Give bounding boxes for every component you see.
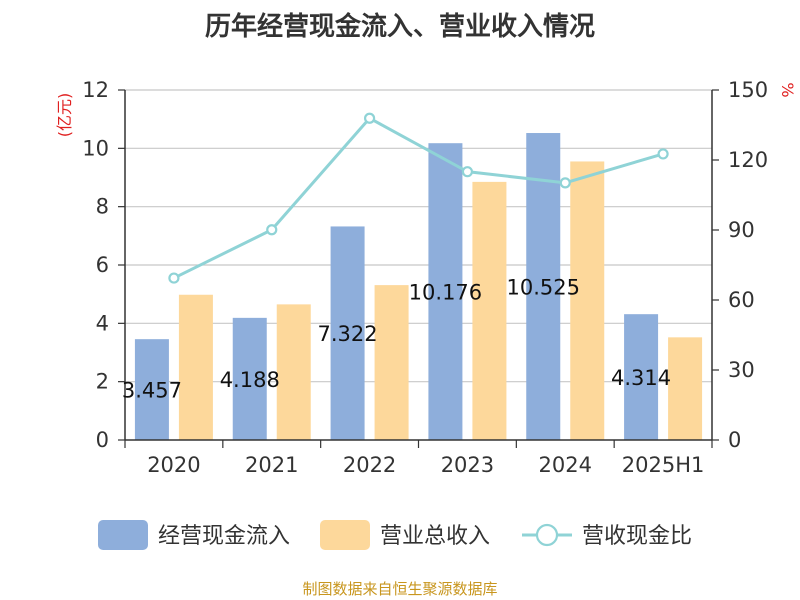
legend-swatch-cash-inflow	[98, 520, 148, 550]
left-axis-unit: (亿元)	[55, 93, 74, 138]
legend-label-revenue: 营业总收入	[380, 524, 490, 549]
bar-revenue	[668, 337, 703, 440]
bar-cash-inflow	[330, 226, 365, 440]
legend: 经营现金流入 营业总收入 营收现金比	[98, 520, 692, 550]
bar-data-label: 3.457	[122, 379, 182, 403]
left-axis-tick-label: 0	[96, 428, 109, 452]
x-axis-tick-label: 2021	[245, 453, 298, 477]
right-axis-unit: %	[778, 82, 797, 97]
bar-data-label: 10.176	[409, 281, 482, 305]
bar-data-label: 7.322	[318, 322, 378, 346]
left-axis-tick-label: 6	[96, 253, 109, 277]
bar-cash-inflow	[134, 339, 169, 440]
right-axis-tick-label: 150	[728, 78, 768, 102]
source-note: 制图数据来自恒生聚源数据库	[302, 580, 498, 598]
bar-revenue	[276, 304, 311, 440]
left-axis-tick-label: 12	[82, 78, 109, 102]
ratio-point	[266, 224, 278, 236]
ratio-point	[168, 272, 180, 284]
ratio-point	[559, 177, 571, 189]
legend-label-cash-inflow: 经营现金流入	[158, 524, 290, 549]
x-axis-tick-label: 2022	[343, 453, 396, 477]
grid-lines	[125, 89, 712, 383]
right-axis-tick-label: 30	[728, 358, 755, 382]
left-axis-tick-label: 4	[96, 311, 109, 335]
x-axis-tick-label: 2020	[147, 453, 200, 477]
ratio-point	[657, 148, 669, 160]
x-axis-tick-label: 2023	[441, 453, 494, 477]
bar-cash-inflow	[526, 133, 561, 441]
bar-data-label: 4.188	[220, 368, 280, 392]
legend-swatch-ratio-marker	[535, 523, 559, 547]
bar-cash-inflow	[428, 143, 463, 440]
bar-cash-inflow	[624, 314, 659, 440]
ratio-line	[168, 112, 669, 284]
legend-swatch-revenue	[320, 520, 370, 550]
bar-labels: 3.457 4.188 7.322 10.176 10.525 4.314	[122, 276, 671, 403]
bar-revenue	[472, 181, 507, 440]
chart-title: 历年经营现金流入、营业收入情况	[204, 12, 595, 42]
right-axis-tick-label: 0	[728, 428, 741, 452]
bar-data-label: 10.525	[507, 276, 580, 300]
right-axis-tick-label: 60	[728, 288, 755, 312]
left-axis-tick-label: 10	[82, 136, 109, 160]
bar-cash-inflow	[232, 317, 267, 440]
x-axis-tick-label: 2024	[539, 453, 592, 477]
bars	[134, 133, 703, 441]
ratio-point	[461, 166, 474, 178]
bar-revenue	[570, 161, 605, 441]
left-axis-tick-label: 8	[96, 195, 109, 219]
left-axis-tick-label: 2	[96, 370, 109, 394]
bar-revenue	[374, 285, 409, 440]
bar-data-label: 4.314	[611, 366, 671, 390]
right-axis-tick-label: 90	[728, 218, 755, 242]
right-axis-tick-label: 120	[728, 148, 768, 172]
bar-revenue	[178, 294, 213, 440]
ratio-point	[363, 112, 376, 124]
x-axis-tick-label: 2025H1	[622, 453, 705, 477]
ratio-line-path	[173, 116, 664, 280]
legend-label-ratio: 营收现金比	[582, 524, 692, 549]
